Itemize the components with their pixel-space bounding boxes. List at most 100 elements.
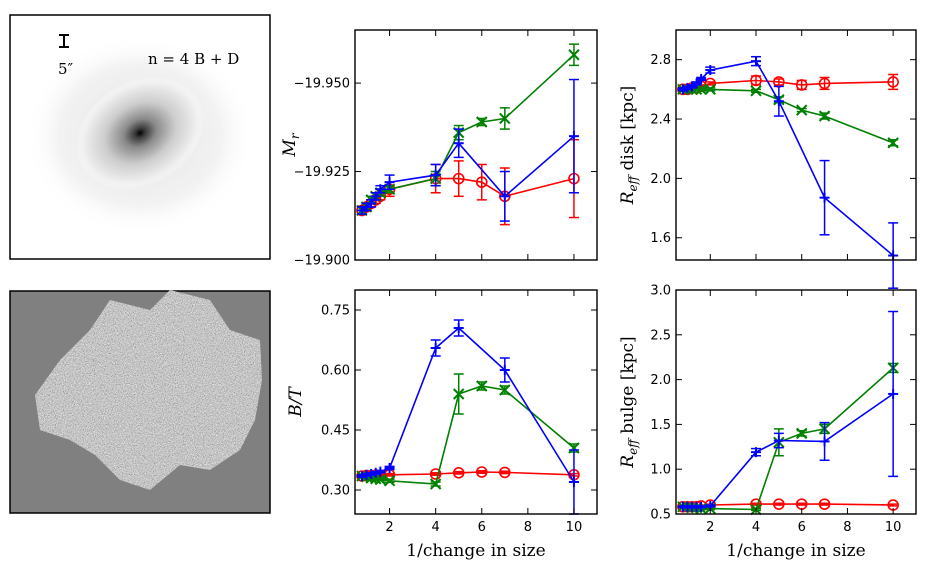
data-point (430, 343, 441, 353)
x-tick-label: 10 (566, 520, 583, 535)
series-line-blue (361, 326, 575, 483)
y-axis-label: Mr (280, 132, 302, 157)
data-point (568, 49, 580, 61)
data-point (429, 478, 442, 490)
series-line-green (682, 367, 894, 511)
data-point (476, 116, 488, 128)
data-point (568, 477, 579, 487)
series-blue (677, 310, 899, 512)
x-tick-label: 8 (524, 520, 532, 535)
plot-frame (675, 29, 917, 261)
data-point (453, 323, 464, 333)
data-point (499, 365, 510, 375)
series-green (677, 362, 899, 516)
data-point (796, 427, 808, 440)
error-bar (888, 503, 899, 507)
data-point (796, 104, 808, 116)
y-tick-label: 0.75 (321, 304, 350, 319)
chart-reff-bulge-panel: 2 4 6 8 10 0.5 1.0 1.5 2.0 2.5 3.0 1/change in size… (618, 284, 917, 561)
data-point (475, 466, 488, 478)
data-point (430, 170, 441, 181)
data-point (452, 466, 465, 479)
error-bar (499, 470, 510, 475)
x-axis-label: 1/change in size (406, 541, 545, 561)
galaxy-core (75, 76, 205, 190)
data-point (499, 112, 511, 125)
series-line-green (682, 88, 894, 144)
x-tick-label: 2 (706, 520, 714, 535)
data-point (819, 436, 830, 447)
y-tick-label: −19.950 (294, 77, 350, 92)
data-point (475, 176, 488, 188)
data-point (887, 76, 899, 88)
data-point (887, 137, 899, 149)
data-point (696, 73, 707, 84)
y-tick-label: 1.0 (650, 463, 671, 478)
scale-bar (59, 34, 69, 48)
data-point (383, 475, 396, 487)
plot-frame (354, 29, 598, 261)
data-point (429, 468, 442, 480)
y-tick-label: 2.4 (650, 113, 671, 128)
x-tick-label: 4 (432, 520, 440, 535)
x-tick-label: 6 (478, 520, 486, 535)
y-axis-label: B/T (286, 386, 306, 418)
data-point (568, 442, 580, 454)
data-point (751, 447, 761, 458)
x-tick-label: 2 (385, 520, 393, 535)
data-point (384, 177, 395, 188)
data-point (375, 466, 386, 477)
data-point (453, 388, 465, 400)
x-tick-label: 6 (798, 520, 806, 535)
data-point (750, 85, 762, 97)
data-point (476, 380, 488, 392)
error-bar (453, 160, 464, 198)
y-tick-label: 1.6 (650, 231, 671, 246)
data-point (773, 96, 784, 107)
y-tick-label: 3.0 (650, 284, 671, 299)
series-line-blue (361, 135, 575, 212)
data-point (888, 388, 899, 399)
data-point (696, 501, 707, 512)
model-label: n = 4 B + D (148, 50, 239, 68)
x-tick-label: 10 (885, 520, 902, 535)
galaxy-image-panel: 5″ n = 4 B + D (9, 14, 271, 260)
data-point (374, 473, 387, 486)
data-point (773, 498, 785, 510)
data-point (751, 56, 761, 67)
y-tick-label: 0.60 (321, 364, 350, 379)
plot-frame (675, 289, 917, 515)
series-line-blue (682, 393, 894, 508)
series-green (677, 83, 899, 149)
y-tick-label: 0.30 (321, 484, 350, 499)
chart-reff-disk-panel: 1.6 2.0 2.4 2.8 Reff disk [kpc] (618, 29, 917, 289)
data-point (773, 435, 784, 446)
data-point (375, 184, 386, 195)
data-point (453, 138, 464, 149)
data-point (452, 172, 465, 185)
scale-label: 5″ (58, 60, 74, 78)
y-tick-label: 2.0 (650, 172, 671, 187)
data-point (795, 79, 808, 91)
data-point (818, 110, 831, 122)
data-point (695, 83, 707, 96)
error-bar (476, 470, 487, 474)
data-point (704, 83, 716, 96)
x-tick-label: 8 (843, 520, 851, 535)
y-tick-label: 2.5 (650, 328, 671, 343)
data-point (819, 192, 830, 203)
chart-mr-panel: −19.900 −19.925 −19.950 Mr (280, 29, 598, 269)
y-axis-label: Reff disk [kpc] (618, 86, 640, 206)
x-tick-label: 4 (752, 520, 760, 535)
data-point (818, 77, 831, 90)
series-blue (356, 78, 579, 222)
series-blue (356, 319, 579, 515)
data-point (499, 384, 511, 396)
y-tick-label: 0.45 (321, 424, 350, 439)
error-bar (384, 472, 395, 477)
data-point (705, 65, 716, 76)
y-tick-label: −19.925 (294, 165, 350, 180)
data-point (818, 498, 831, 510)
chart-bt-panel: 2 4 6 8 10 0.30 0.45 0.60 0.75 1/change in size B/… (286, 289, 598, 561)
